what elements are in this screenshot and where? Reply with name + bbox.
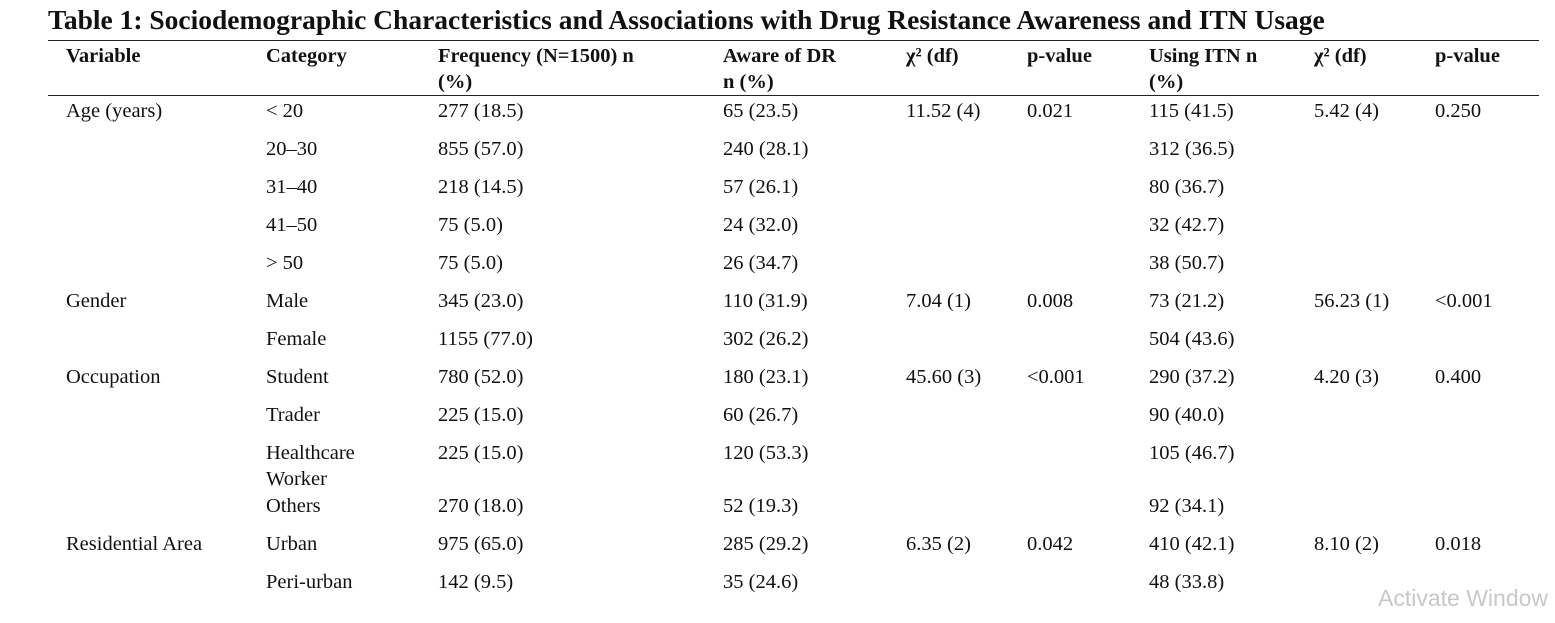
cell-frequency: 218 (14.5) <box>438 176 524 198</box>
cell-frequency: 780 (52.0) <box>438 366 524 388</box>
cell-itn: 90 (40.0) <box>1149 404 1225 426</box>
header-category: Category <box>266 45 347 67</box>
header-p-itn: p-value <box>1435 45 1500 67</box>
cell-aware: 180 (23.1) <box>723 366 809 388</box>
cell-itn: 92 (34.1) <box>1149 495 1225 517</box>
header-bottom-rule <box>48 95 1539 96</box>
cell-itn: 73 (21.2) <box>1149 290 1225 312</box>
cell-aware: 52 (19.3) <box>723 495 799 517</box>
cell-frequency: 270 (18.0) <box>438 495 524 517</box>
cell-category: Female <box>266 328 327 350</box>
cell-chi-itn: 56.23 (1) <box>1314 290 1390 312</box>
cell-itn: 115 (41.5) <box>1149 100 1234 122</box>
header-itn-line1: Using ITN n <box>1149 45 1258 67</box>
cell-category: < 20 <box>266 100 304 122</box>
cell-category: Healthcare Worker <box>266 442 355 490</box>
cell-variable: Age (years) <box>66 100 163 122</box>
cell-p-itn: <0.001 <box>1435 290 1493 312</box>
cell-variable: Occupation <box>66 366 161 388</box>
cell-aware: 110 (31.9) <box>723 290 808 312</box>
cell-category: Peri-urban <box>266 571 353 593</box>
cell-aware: 60 (26.7) <box>723 404 799 426</box>
cell-itn: 48 (33.8) <box>1149 571 1225 593</box>
header-aware: Aware of DR n (%) <box>723 43 836 95</box>
cell-category: Others <box>266 495 321 517</box>
cell-itn: 38 (50.7) <box>1149 252 1225 274</box>
cell-frequency: 142 (9.5) <box>438 571 514 593</box>
cell-p-itn: 0.018 <box>1435 533 1482 555</box>
cell-frequency: 75 (5.0) <box>438 252 503 274</box>
cell-aware: 240 (28.1) <box>723 138 809 160</box>
cell-aware: 26 (34.7) <box>723 252 799 274</box>
table-title: Table 1: Sociodemographic Characteristic… <box>48 4 1325 35</box>
header-p-dr: p-value <box>1027 45 1092 67</box>
cell-chi-dr: 7.04 (1) <box>906 290 971 312</box>
cell-itn: 410 (42.1) <box>1149 533 1235 555</box>
windows-activation-watermark: Activate Window <box>1378 585 1549 611</box>
cell-aware: 24 (32.0) <box>723 214 799 236</box>
cell-aware: 65 (23.5) <box>723 100 799 122</box>
cell-aware: 285 (29.2) <box>723 533 809 555</box>
cell-variable: Residential Area <box>66 533 203 555</box>
cell-category: 41–50 <box>266 214 318 236</box>
cell-chi-dr: 6.35 (2) <box>906 533 971 555</box>
cell-itn: 290 (37.2) <box>1149 366 1235 388</box>
cell-itn: 80 (36.7) <box>1149 176 1225 198</box>
cell-category: Urban <box>266 533 318 555</box>
cell-chi-dr: 11.52 (4) <box>906 100 981 122</box>
cell-frequency: 225 (15.0) <box>438 404 524 426</box>
cell-p-itn: 0.400 <box>1435 366 1482 388</box>
header-frequency-line2: (%) <box>438 71 473 93</box>
cell-itn: 105 (46.7) <box>1149 442 1235 464</box>
header-variable: Variable <box>66 45 141 67</box>
cell-p-itn: 0.250 <box>1435 100 1482 122</box>
cell-chi-dr: 45.60 (3) <box>906 366 982 388</box>
cell-category: > 50 <box>266 252 304 274</box>
cell-itn: 32 (42.7) <box>1149 214 1225 236</box>
cell-frequency: 225 (15.0) <box>438 442 524 464</box>
cell-frequency: 345 (23.0) <box>438 290 524 312</box>
cell-aware: 57 (26.1) <box>723 176 799 198</box>
cell-chi-itn: 8.10 (2) <box>1314 533 1379 555</box>
cell-category: 20–30 <box>266 138 318 160</box>
header-itn-line2: (%) <box>1149 71 1184 93</box>
cell-frequency: 1155 (77.0) <box>438 328 533 350</box>
cell-itn: 504 (43.6) <box>1149 328 1235 350</box>
header-aware-line1: Aware of DR <box>723 45 837 67</box>
cell-category: Trader <box>266 404 320 426</box>
cell-frequency: 855 (57.0) <box>438 138 524 160</box>
header-chi-itn: χ² (df) <box>1314 45 1367 67</box>
cell-variable: Gender <box>66 290 127 312</box>
header-frequency-line1: Frequency (N=1500) n <box>438 45 634 67</box>
cell-itn: 312 (36.5) <box>1149 138 1235 160</box>
cell-category: 31–40 <box>266 176 318 198</box>
cell-p-dr: 0.042 <box>1027 533 1074 555</box>
header-chi-dr: χ² (df) <box>906 45 959 67</box>
cell-aware: 302 (26.2) <box>723 328 809 350</box>
cell-frequency: 75 (5.0) <box>438 214 503 236</box>
cell-frequency: 975 (65.0) <box>438 533 524 555</box>
header-itn: Using ITN n (%) <box>1149 43 1257 95</box>
cell-category: Male <box>266 290 309 312</box>
cell-aware: 120 (53.3) <box>723 442 809 464</box>
header-frequency: Frequency (N=1500) n (%) <box>438 43 634 95</box>
cell-p-dr: <0.001 <box>1027 366 1085 388</box>
cell-p-dr: 0.008 <box>1027 290 1074 312</box>
cell-p-dr: 0.021 <box>1027 100 1074 122</box>
cell-aware: 35 (24.6) <box>723 571 799 593</box>
cell-chi-itn: 4.20 (3) <box>1314 366 1379 388</box>
cell-chi-itn: 5.42 (4) <box>1314 100 1379 122</box>
table-top-rule <box>48 40 1539 41</box>
header-aware-line2: n (%) <box>723 71 774 93</box>
cell-category: Student <box>266 366 329 388</box>
cell-frequency: 277 (18.5) <box>438 100 524 122</box>
